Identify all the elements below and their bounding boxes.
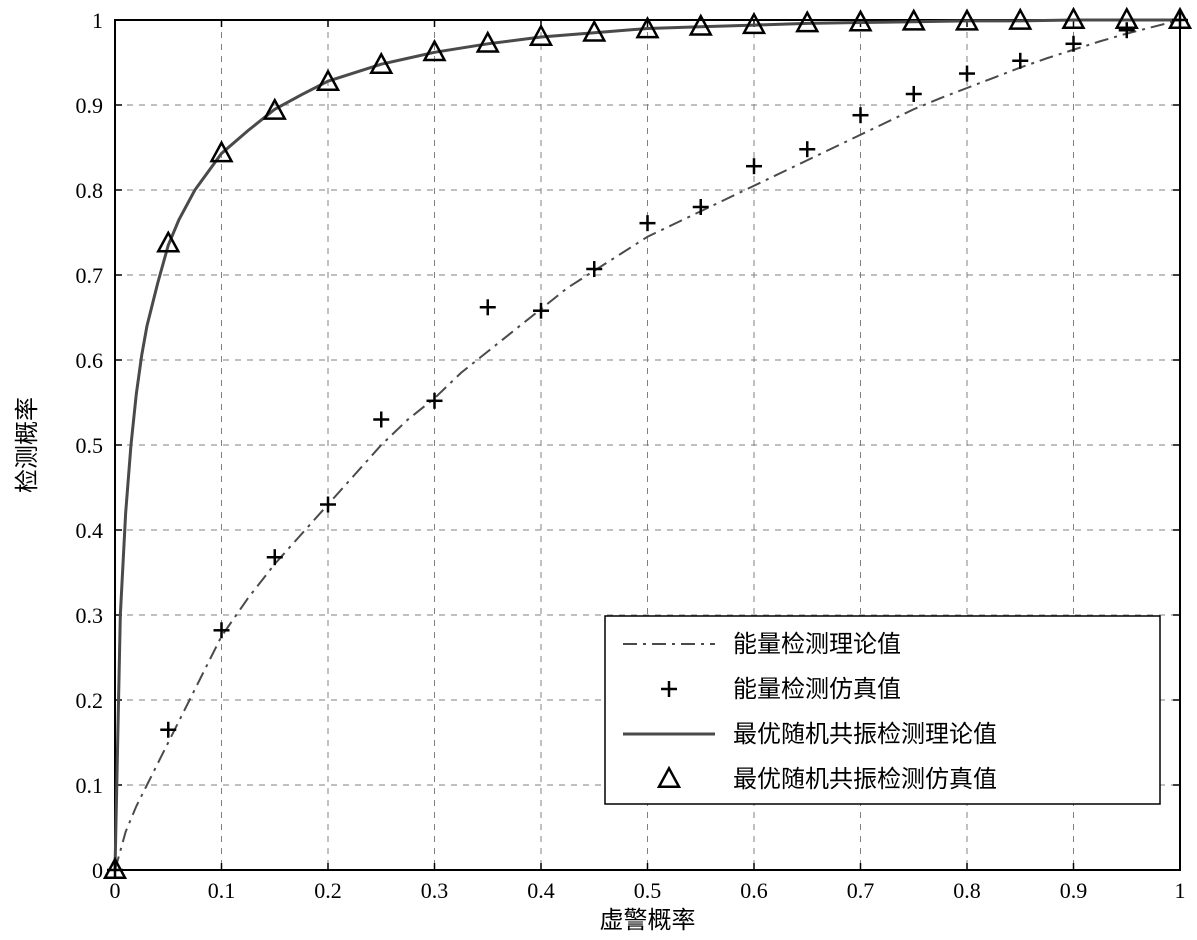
x-tick-label: 1 [1175,878,1186,903]
legend-label: 最优随机共振检测仿真值 [733,766,997,793]
y-tick-label: 0.3 [76,603,104,628]
y-tick-label: 0 [92,858,103,883]
x-tick-label: 0.4 [527,878,555,903]
chart-container: 0 0.1 0.2 0.3 0.4 0.5 0.6 0.7 0.8 0.9 1 0 0.1 0.2 0.3 0… [0,0,1197,940]
x-tick-label: 0 [110,878,121,903]
legend: 能量检测理论值能量检测仿真值最优随机共振检测理论值最优随机共振检测仿真值 [605,616,1160,804]
y-tick-label: 0.1 [76,773,104,798]
y-tick-label: 0.6 [76,348,104,373]
x-tick-label: 0.9 [1060,878,1088,903]
legend-label: 能量检测理论值 [733,631,901,658]
roc-chart: 0 0.1 0.2 0.3 0.4 0.5 0.6 0.7 0.8 0.9 1 0 0.1 0.2 0.3 0… [0,0,1197,940]
x-tick-label: 0.5 [634,878,662,903]
y-tick-label: 0.5 [76,433,104,458]
y-tick-label: 0.9 [76,93,104,118]
x-tick-label: 0.6 [740,878,768,903]
legend-label: 最优随机共振检测理论值 [733,721,997,748]
x-tick-label: 0.7 [847,878,875,903]
y-tick-label: 0.2 [76,688,104,713]
x-tick-label: 0.8 [953,878,981,903]
y-axis-label: 检测概率 [14,397,41,493]
y-tick-label: 0.7 [76,263,104,288]
x-tick-label: 0.1 [208,878,236,903]
x-tick-label: 0.2 [314,878,342,903]
x-axis-label: 虚警概率 [600,907,696,934]
y-tick-label: 0.4 [76,518,104,543]
y-tick-label: 0.8 [76,178,104,203]
legend-label: 能量检测仿真值 [733,676,901,703]
x-tick-label: 0.3 [421,878,449,903]
y-tick-label: 1 [92,8,103,33]
